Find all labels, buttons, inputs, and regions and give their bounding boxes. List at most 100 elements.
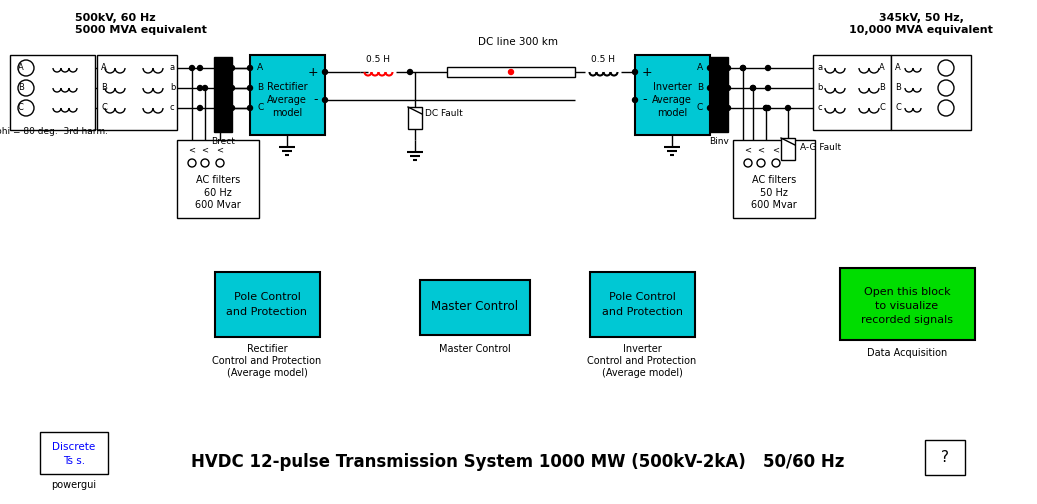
Text: B: B [257,84,263,93]
Bar [214,57,232,132]
Text: C: C [895,103,901,112]
Bar [97,55,177,130]
Text: to visualize: to visualize [875,301,938,311]
Text: <: < [189,146,196,155]
Bar [891,55,971,130]
Text: B: B [697,84,703,93]
Text: 5000 MVA equivalent: 5000 MVA equivalent [75,25,206,35]
Text: -: - [313,94,318,106]
Text: <: < [745,146,752,155]
Circle shape [707,66,712,71]
Bar [733,140,815,218]
Text: Inverter: Inverter [652,82,692,92]
Bar [40,432,108,474]
Text: powergui: powergui [52,480,96,490]
Text: Data Acquisition: Data Acquisition [867,348,947,358]
Text: B: B [879,84,885,93]
Circle shape [726,105,730,110]
Text: Pole Control: Pole Control [609,292,675,302]
Circle shape [740,66,746,71]
Bar [408,107,422,129]
Text: 60 Hz: 60 Hz [204,188,232,198]
Text: A: A [697,64,703,73]
Circle shape [248,66,252,71]
Text: 600 Mvar: 600 Mvar [195,200,241,210]
Text: Master Control: Master Control [439,344,511,354]
Bar [250,55,325,135]
Text: A: A [18,64,24,73]
Circle shape [248,105,252,110]
Circle shape [765,105,770,110]
Text: AC filters: AC filters [196,175,241,185]
Bar [813,55,891,130]
Text: A: A [101,64,107,73]
Circle shape [707,86,712,91]
Text: A: A [879,64,885,73]
Text: 600 Mvar: 600 Mvar [751,200,796,210]
Circle shape [323,97,328,102]
Text: C: C [101,103,107,112]
Text: Average: Average [268,95,307,105]
Bar [635,55,710,135]
Text: B: B [18,84,24,93]
Circle shape [197,105,202,110]
Circle shape [508,70,513,75]
Text: 500kV, 60 Hz: 500kV, 60 Hz [75,13,156,23]
Text: <: < [757,146,764,155]
Text: a: a [170,64,175,73]
Circle shape [633,97,638,102]
Text: phi = 80 deg.  3rd harm.: phi = 80 deg. 3rd harm. [0,128,108,137]
Circle shape [740,66,746,71]
Text: DC Fault: DC Fault [425,109,463,118]
Text: C: C [879,103,885,112]
Text: c: c [170,103,174,112]
Bar [710,57,728,132]
Bar [781,138,795,160]
Text: c: c [817,103,821,112]
Bar [925,440,965,475]
Text: Ts s.: Ts s. [63,456,85,466]
Text: +: + [307,66,318,79]
Circle shape [785,105,790,110]
Circle shape [765,66,770,71]
Circle shape [218,105,223,110]
Circle shape [633,70,638,75]
Text: A: A [257,64,263,73]
Text: Average: Average [652,95,692,105]
Text: A: A [895,64,901,73]
Text: C: C [18,103,24,112]
Text: <: < [773,146,780,155]
Bar [590,272,695,337]
Text: C: C [697,103,703,112]
Circle shape [763,105,768,110]
Text: B: B [895,84,901,93]
Text: Control and Protection: Control and Protection [213,356,321,366]
Circle shape [765,86,770,91]
Circle shape [229,66,234,71]
Text: and Protection: and Protection [226,307,308,317]
Text: (Average model): (Average model) [601,368,682,378]
Circle shape [726,86,730,91]
Text: HVDC 12-pulse Transmission System 1000 MW (500kV-2kA)   50/60 Hz: HVDC 12-pulse Transmission System 1000 M… [191,453,845,471]
Text: ?: ? [941,450,949,465]
Text: <: < [201,146,208,155]
Text: -: - [642,94,646,106]
Circle shape [751,86,756,91]
Circle shape [190,66,195,71]
Text: AC filters: AC filters [752,175,796,185]
Text: 10,000 MVA equivalent: 10,000 MVA equivalent [849,25,993,35]
Text: +: + [642,66,652,79]
Text: model: model [272,108,302,118]
Circle shape [229,86,234,91]
Text: B: B [101,84,107,93]
Text: b: b [817,84,822,93]
Text: Binv: Binv [709,138,729,147]
Bar [10,55,95,130]
Text: Brect: Brect [212,138,235,147]
Circle shape [408,70,413,75]
Text: 50 Hz: 50 Hz [760,188,788,198]
Text: and Protection: and Protection [601,307,682,317]
Text: 0.5 H: 0.5 H [591,55,615,65]
Text: Control and Protection: Control and Protection [587,356,697,366]
Bar [840,268,975,340]
